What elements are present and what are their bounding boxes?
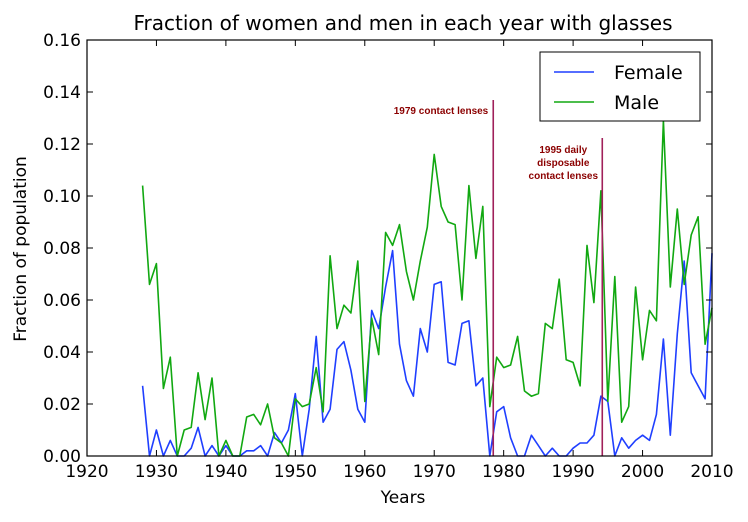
x-tick-label: 2000 [621, 462, 664, 482]
axis-ticks: 1920 1930 1940 1950 1960 1970 1980 1990 2000 2010… [43, 31, 733, 482]
x-tick-label: 1990 [551, 462, 594, 482]
x-tick-label: 1930 [135, 462, 178, 482]
x-tick-label: 1940 [204, 462, 247, 482]
x-tick-label: 1970 [413, 462, 456, 482]
chart-title: Fraction of women and men in each year w… [133, 11, 672, 35]
y-tick-label: 0.14 [43, 83, 81, 103]
x-tick-label: 1980 [482, 462, 525, 482]
plot-area [141, 119, 713, 457]
plot-frame [86, 39, 713, 457]
y-tick-label: 0.04 [43, 343, 81, 363]
y-tick-label: 0.08 [43, 239, 81, 259]
y-tick-label: 0.06 [43, 291, 81, 311]
y-axis-label: Fraction of population [11, 156, 31, 342]
x-tick-label: 1920 [65, 462, 108, 482]
series-line-male [141, 119, 713, 457]
legend: Female Male [539, 51, 701, 122]
x-tick-label: 1960 [343, 462, 386, 482]
annotations: 1979 contact lenses 1995 daily disposable c… [394, 100, 604, 456]
legend-male-label: Male [614, 92, 659, 114]
x-tick-label: 2010 [690, 462, 733, 482]
y-tick-label: 0.16 [43, 31, 81, 51]
annotation-label: 1979 contact lenses [394, 106, 489, 117]
y-tick-label: 0.12 [43, 135, 81, 155]
annotation-label: 1995 daily [539, 145, 587, 156]
y-tick-label: 0.10 [43, 187, 81, 207]
annotation-label: disposable [537, 158, 590, 169]
x-axis-label: Years [380, 488, 426, 508]
legend-box [539, 51, 701, 122]
y-tick-label: 0.00 [43, 447, 81, 467]
annotation-label: contact lenses [529, 171, 599, 182]
x-tick-label: 1950 [274, 462, 317, 482]
series-line-female [141, 249, 713, 457]
y-tick-label: 0.02 [43, 395, 81, 415]
legend-female-label: Female [614, 62, 683, 84]
